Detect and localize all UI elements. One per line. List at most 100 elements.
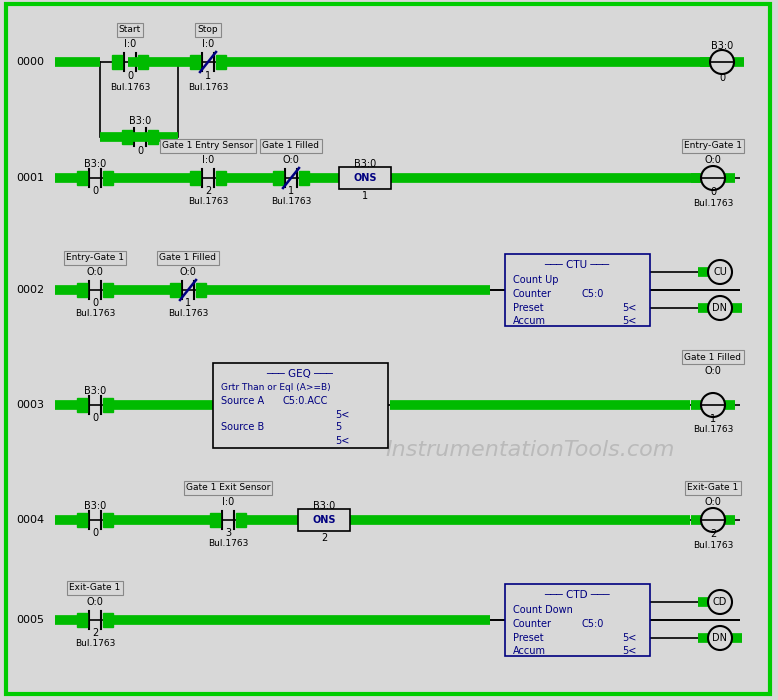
Text: ─── GEQ ───: ─── GEQ ─── [267,369,334,379]
Text: Bul.1763: Bul.1763 [168,309,209,318]
Bar [77,398,87,412]
Bar [77,613,87,627]
Text: Gate 1 Exit Sensor: Gate 1 Exit Sensor [186,484,270,493]
Text: O:0: O:0 [180,267,196,277]
Bar [236,513,246,527]
Text: 3: 3 [225,528,231,538]
Text: Entry-Gate 1: Entry-Gate 1 [66,253,124,262]
Bar [77,283,87,297]
Text: Entry-Gate 1: Entry-Gate 1 [684,141,742,150]
Text: Exit-Gate 1: Exit-Gate 1 [688,484,738,493]
Text: I:0: I:0 [202,155,214,165]
Text: 0: 0 [127,71,133,81]
Bar [103,283,113,297]
Text: C5:0: C5:0 [582,619,605,629]
Text: CU: CU [713,267,727,277]
Text: I:0: I:0 [202,39,214,49]
Text: 5<: 5< [335,436,349,446]
Text: 0: 0 [92,298,98,308]
Bar [190,171,200,185]
Text: Gate 1 Filled: Gate 1 Filled [159,253,216,262]
Text: Gate 1 Filled: Gate 1 Filled [685,353,741,361]
Text: InstrumentationTools.com: InstrumentationTools.com [385,440,675,460]
Bar [339,167,391,189]
Text: 0005: 0005 [16,615,44,625]
Bar [112,55,122,69]
Bar [103,513,113,527]
Text: 5<: 5< [622,646,636,656]
Bar [77,513,87,527]
Text: B3:0: B3:0 [129,116,151,126]
Text: 2: 2 [205,186,211,196]
Text: O:0: O:0 [282,155,300,165]
Text: 2: 2 [710,529,716,539]
Text: 1: 1 [185,298,191,308]
Text: 2: 2 [92,628,98,638]
Text: Bul.1763: Bul.1763 [271,197,311,206]
Text: Grtr Than or Eql (A>=B): Grtr Than or Eql (A>=B) [221,382,331,391]
Text: I:0: I:0 [222,497,234,507]
Text: B3:0: B3:0 [711,41,733,51]
Text: 1: 1 [362,191,368,201]
Text: CD: CD [713,597,727,607]
Bar [210,513,220,527]
Text: Gate 1 Filled: Gate 1 Filled [262,141,320,150]
Text: 0: 0 [137,146,143,156]
Bar [505,584,650,656]
Text: 1: 1 [288,186,294,196]
Text: Start: Start [119,25,141,34]
Bar [505,254,650,326]
Text: 0: 0 [710,187,716,197]
Text: 0004: 0004 [16,515,44,525]
Text: 0: 0 [92,413,98,423]
Text: B3:0: B3:0 [313,501,335,511]
Text: O:0: O:0 [705,497,721,507]
Text: B3:0: B3:0 [84,386,106,396]
Text: Stop: Stop [198,25,219,34]
Text: Count Up: Count Up [513,275,559,285]
Text: 1: 1 [205,71,211,81]
Text: Bul.1763: Bul.1763 [693,426,733,435]
Text: O:0: O:0 [705,155,721,165]
Text: 0001: 0001 [16,173,44,183]
Text: ONS: ONS [312,515,336,525]
Text: Bul.1763: Bul.1763 [693,540,733,550]
Bar [196,283,206,297]
Text: Counter: Counter [513,289,552,299]
Bar [190,55,200,69]
Text: 5<: 5< [335,410,349,420]
Text: O:0: O:0 [86,267,103,277]
Text: Bul.1763: Bul.1763 [110,83,150,92]
Text: B3:0: B3:0 [354,159,376,169]
Text: 0003: 0003 [16,400,44,410]
Text: ─── CTD ───: ─── CTD ─── [544,590,610,600]
Text: DN: DN [713,633,727,643]
Bar [122,130,132,144]
Text: 5<: 5< [622,303,636,313]
Text: Gate 1 Entry Sensor: Gate 1 Entry Sensor [163,141,254,150]
Text: B3:0: B3:0 [84,159,106,169]
Bar [170,283,180,297]
Text: Accum: Accum [513,646,546,656]
Text: Bul.1763: Bul.1763 [75,309,115,318]
Text: Bul.1763: Bul.1763 [75,640,115,648]
Text: Preset: Preset [513,633,544,643]
Text: Bul.1763: Bul.1763 [187,197,228,206]
Text: 5<: 5< [622,633,636,643]
Text: ─── CTU ───: ─── CTU ─── [545,260,609,270]
Text: 0: 0 [92,528,98,538]
Bar [103,398,113,412]
Bar [213,363,388,448]
Text: Counter: Counter [513,619,552,629]
Bar [298,509,350,531]
Text: 0000: 0000 [16,57,44,67]
Text: 0: 0 [719,73,725,83]
Text: Count Down: Count Down [513,605,573,615]
Text: Accum: Accum [513,316,546,326]
Bar [216,55,226,69]
Text: Bul.1763: Bul.1763 [187,83,228,92]
Text: Source A: Source A [221,396,264,406]
Text: B3:0: B3:0 [84,501,106,511]
Text: O:0: O:0 [86,597,103,607]
Text: 1: 1 [710,414,716,424]
